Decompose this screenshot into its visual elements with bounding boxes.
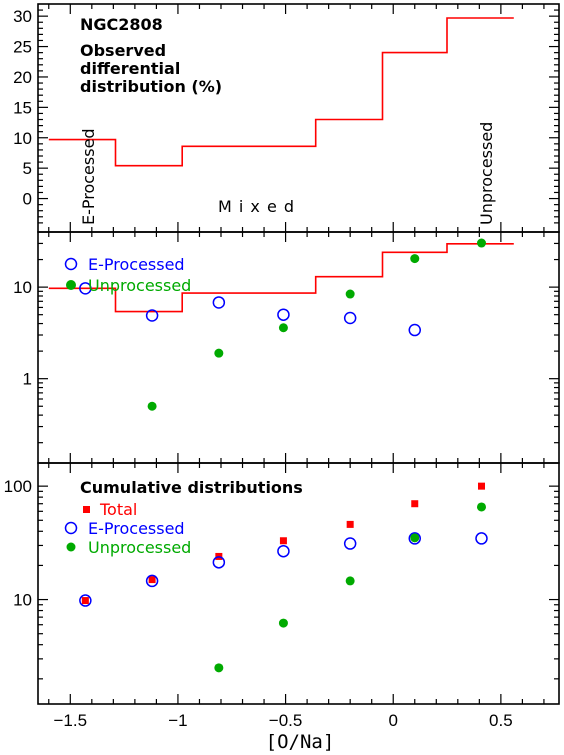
panel-bottom: 10 100 <box>4 462 560 705</box>
point-unprocessed <box>476 502 486 512</box>
cumulative-title: Cumulative distributions <box>80 478 303 497</box>
y-tick-label: 100 <box>4 477 32 496</box>
point-unprocessed <box>410 254 420 264</box>
legend-label-cum-eprocessed: E-Processed <box>88 519 185 538</box>
point-eprocessed <box>145 574 159 588</box>
y-tick-label: 10 <box>13 278 32 297</box>
x-tick-label: −1.5 <box>54 711 88 730</box>
annotation-line-3: distribution (%) <box>80 77 222 96</box>
y-tick-label: 0 <box>23 190 32 209</box>
point-unprocessed <box>345 576 355 586</box>
point-eprocessed <box>408 532 422 545</box>
y-tick-label: 10 <box>13 129 32 148</box>
point-total <box>148 576 156 584</box>
point-unprocessed <box>278 618 288 628</box>
annotation-line-2: differential <box>80 59 180 78</box>
x-tick-label: 0 <box>388 711 397 730</box>
point-eprocessed <box>277 308 290 321</box>
point-eprocessed <box>475 532 488 545</box>
point-unprocessed <box>345 289 355 299</box>
y-tick-label: 5 <box>23 159 32 178</box>
x-axis: −1.5 −1 −0.5 0 0.5 <box>54 711 513 730</box>
region-label-mixed: M i x e d <box>218 197 295 216</box>
point-total <box>346 520 354 528</box>
legend-marker-total <box>83 506 90 513</box>
point-total <box>411 500 419 508</box>
legend-marker-eprocessed <box>64 257 78 271</box>
x-tick-label: −0.5 <box>269 711 303 730</box>
point-total <box>477 482 485 490</box>
point-unprocessed <box>410 533 420 543</box>
y-tick-label: 15 <box>13 98 32 117</box>
point-unprocessed <box>147 401 157 411</box>
point-unprocessed <box>214 663 224 673</box>
point-unprocessed <box>476 238 486 248</box>
point-eprocessed <box>343 311 357 325</box>
point-eprocessed <box>145 309 159 322</box>
point-eprocessed <box>79 594 92 607</box>
step-histogram-line <box>48 243 514 313</box>
point-eprocessed <box>79 282 92 295</box>
y-tick-label: 30 <box>13 7 32 26</box>
region-label-eprocessed: E-Processed <box>79 128 98 225</box>
point-total <box>81 597 89 605</box>
point-eprocessed <box>277 544 290 558</box>
annotation-line-1: Observed <box>80 41 166 60</box>
legend-marker-unprocessed <box>66 280 76 290</box>
region-label-unprocessed: Unprocessed <box>477 122 496 225</box>
point-eprocessed <box>212 296 226 309</box>
point-unprocessed <box>214 348 224 358</box>
step-histogram-line <box>48 17 514 167</box>
point-eprocessed <box>212 556 226 569</box>
point-total <box>279 537 287 545</box>
x-axis-label: [O/Na] <box>266 731 335 753</box>
legend-label-unprocessed: Unprocessed <box>88 276 191 295</box>
legend-marker-cum-unprocessed <box>66 542 76 552</box>
y-tick-label: 20 <box>13 68 32 87</box>
plot-frame <box>37 462 560 705</box>
y-tick-label: 10 <box>13 591 32 610</box>
y-tick-label: 1 <box>23 370 32 389</box>
x-tick-label: 0.5 <box>489 711 513 730</box>
point-eprocessed <box>343 537 357 550</box>
point-unprocessed <box>278 323 288 333</box>
point-eprocessed <box>408 323 422 337</box>
x-tick-label: −1 <box>168 711 187 730</box>
y-tick-label: 25 <box>13 38 32 57</box>
legend-label-eprocessed: E-Processed <box>88 255 185 274</box>
legend-label-cum-unprocessed: Unprocessed <box>88 538 191 557</box>
panel-title: NGC2808 <box>80 15 163 34</box>
legend-label-total: Total <box>99 500 137 519</box>
legend-marker-cum-eprocessed <box>64 521 78 535</box>
